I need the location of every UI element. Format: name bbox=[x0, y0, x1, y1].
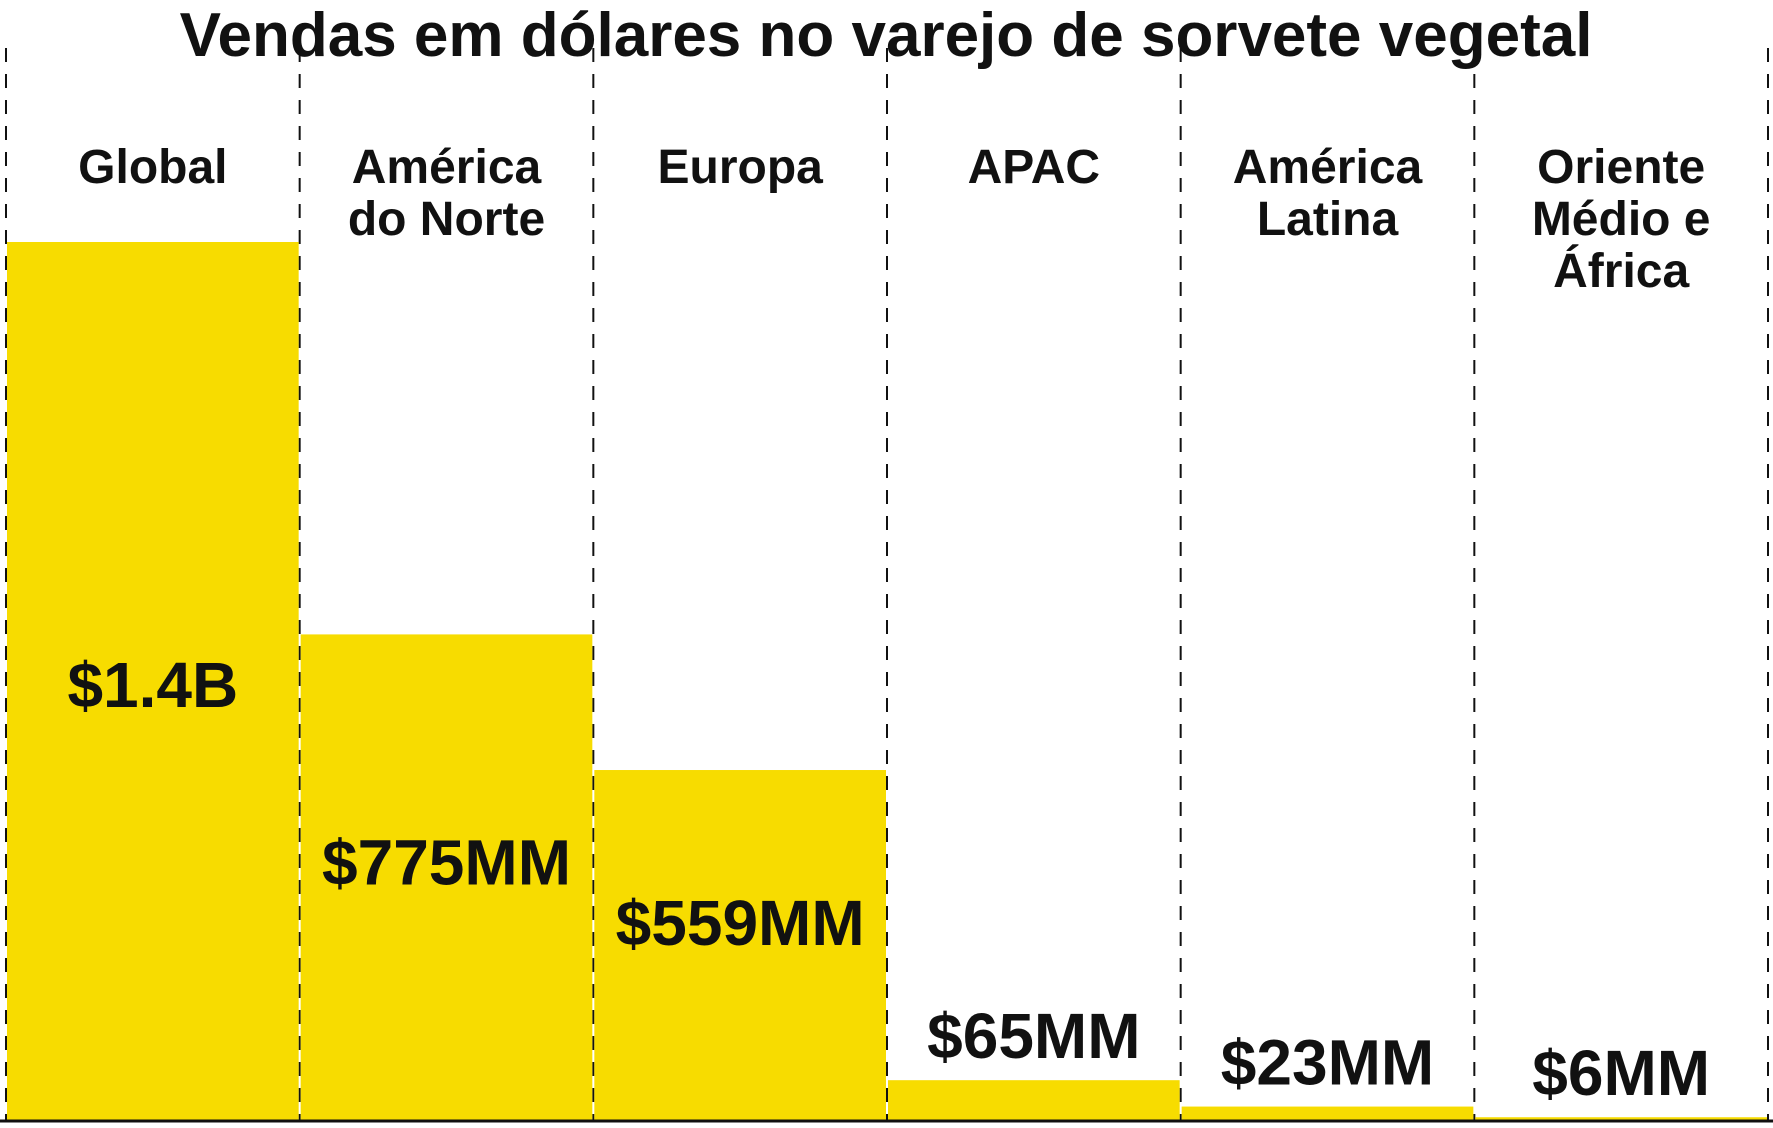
category-label-line: APAC bbox=[968, 141, 1100, 194]
value-labels: $1.4B $775MM $559MM $65MM $23MM $6MM bbox=[67, 649, 1710, 1109]
bars-group bbox=[7, 242, 1767, 1121]
category-label-line: Global bbox=[78, 141, 227, 194]
value-label: $775MM bbox=[322, 826, 571, 898]
value-label: $1.4B bbox=[67, 649, 238, 721]
category-label: Europa bbox=[657, 141, 823, 194]
category-label: APAC bbox=[968, 141, 1100, 194]
bar bbox=[594, 770, 886, 1121]
category-label-line: Médio e bbox=[1532, 193, 1711, 246]
value-label: $65MM bbox=[927, 1000, 1140, 1072]
column-dividers bbox=[5, 48, 1769, 1121]
bar bbox=[1181, 1106, 1474, 1121]
category-label: América do Norte bbox=[348, 141, 545, 246]
category-label-line: América bbox=[1233, 141, 1423, 194]
value-label: $23MM bbox=[1221, 1027, 1434, 1099]
bar bbox=[888, 1080, 1180, 1121]
category-label-line: Europa bbox=[657, 141, 823, 194]
category-label-line: América bbox=[352, 141, 542, 194]
bar bbox=[1475, 1117, 1767, 1121]
value-label: $559MM bbox=[616, 887, 865, 959]
category-label: América Latina bbox=[1233, 141, 1423, 246]
category-label-line: África bbox=[1553, 244, 1689, 298]
category-label: Global bbox=[78, 141, 227, 194]
value-label: $6MM bbox=[1532, 1037, 1710, 1109]
category-label-line: Latina bbox=[1257, 193, 1399, 246]
category-label: Oriente Médio e África bbox=[1532, 141, 1711, 298]
bar bbox=[7, 242, 299, 1121]
bar bbox=[300, 634, 593, 1121]
category-label-line: do Norte bbox=[348, 193, 545, 246]
category-label-line: Oriente bbox=[1537, 141, 1705, 194]
